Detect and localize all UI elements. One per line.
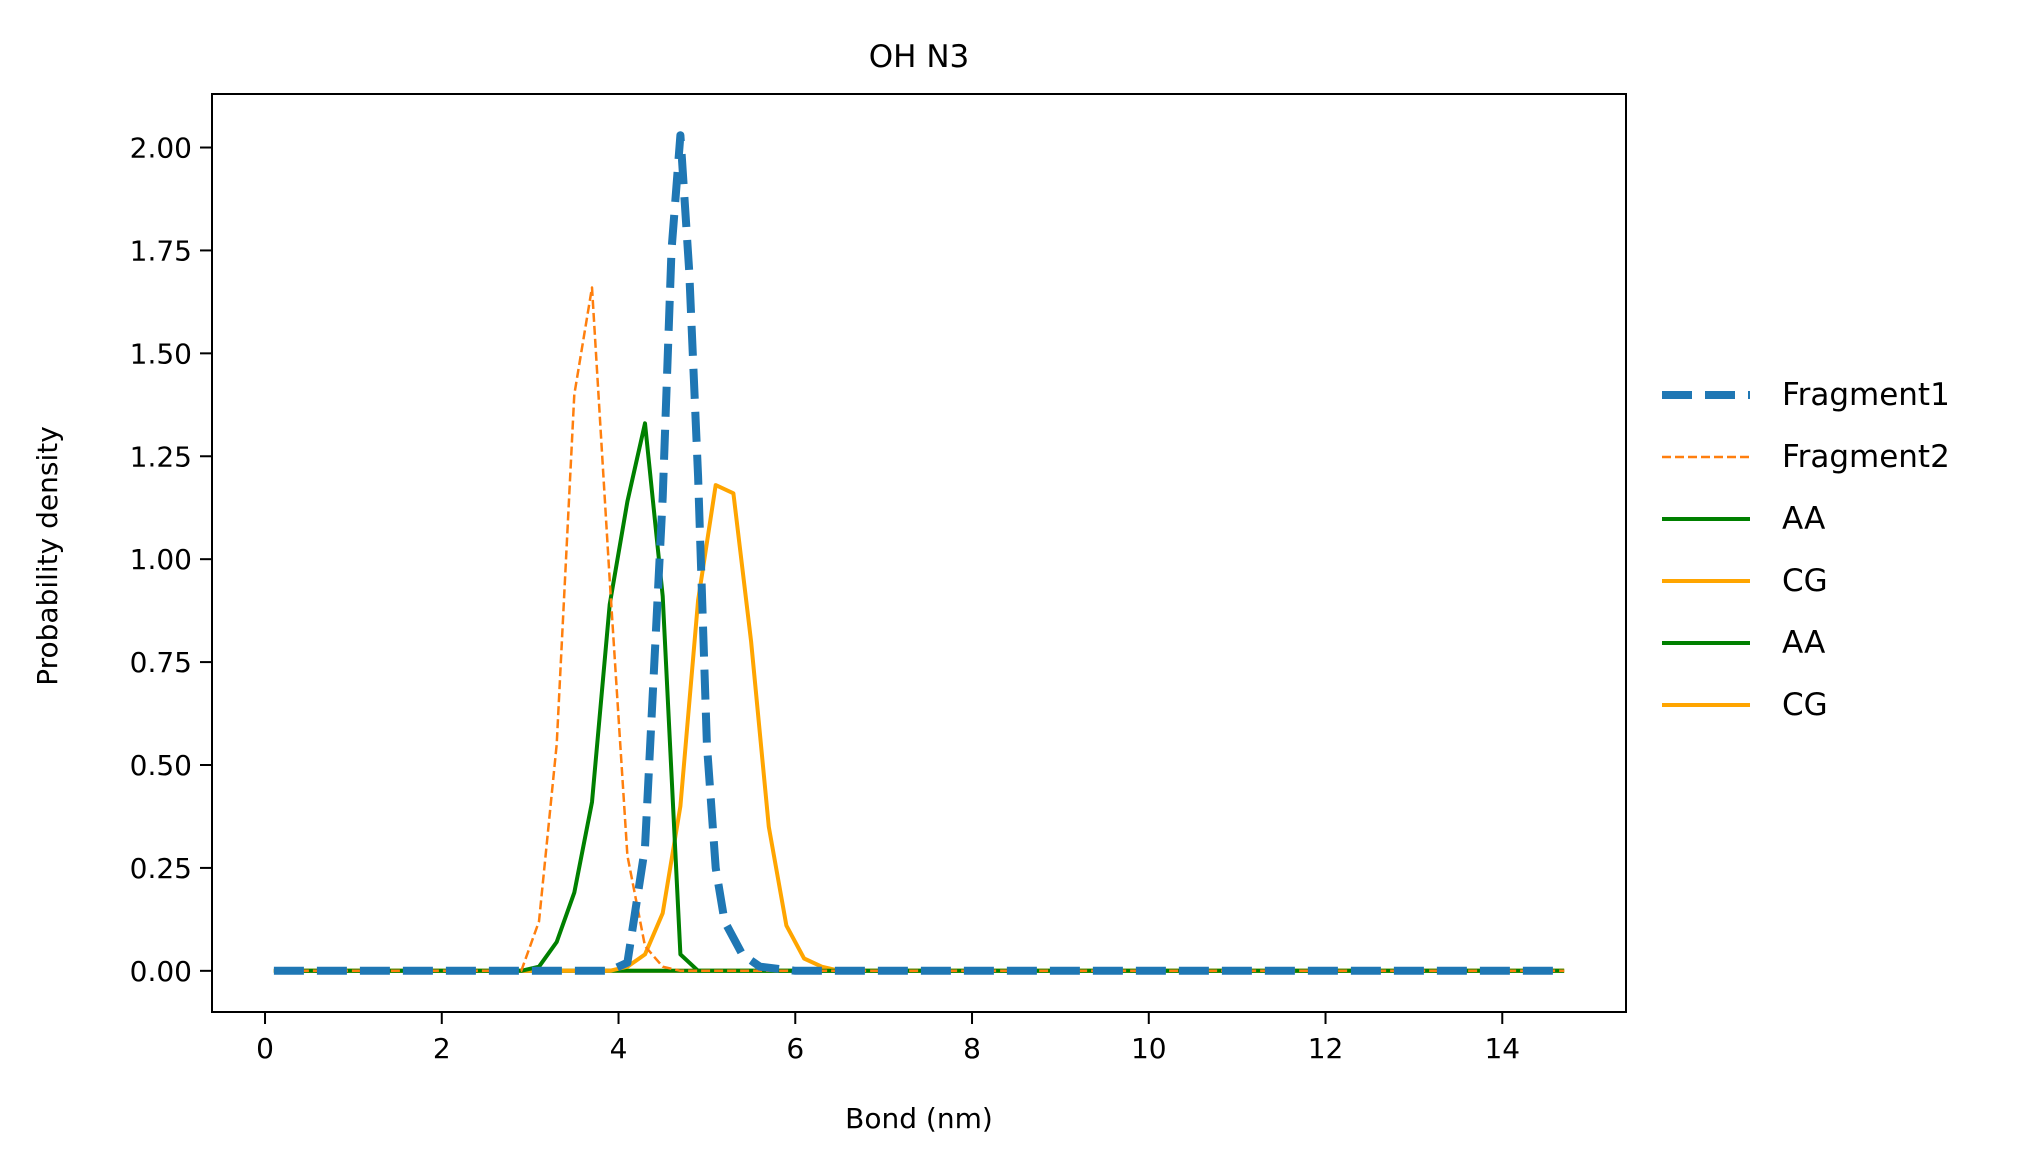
x-tick-label: 12 (1308, 1032, 1344, 1065)
y-tick-label: 1.75 (130, 234, 192, 267)
series-line-2 (273, 286, 1565, 973)
plot-frame (211, 93, 1627, 1013)
y-tick-label: 2.00 (130, 132, 192, 165)
plot-area (273, 131, 1565, 975)
legend-label-5: AA (1782, 625, 1825, 661)
x-tick-label: 2 (433, 1032, 451, 1065)
y-axis: 0.00 0.25 0.50 0.75 1.00 1.25 1.50 1.75 2.00 (130, 132, 212, 988)
y-tick-label: 1.50 (130, 337, 192, 370)
y-tick-label: 1.25 (130, 440, 192, 473)
y-tick-label: 0.25 (130, 852, 192, 885)
y-tick-label: 0.00 (130, 955, 192, 988)
x-tick-label: 8 (963, 1032, 981, 1065)
y-tick-label: 0.50 (130, 749, 192, 782)
legend-label-6: CG (1782, 687, 1828, 723)
legend-label-2: Fragment2 (1782, 439, 1950, 475)
series-line-4 (273, 483, 1565, 973)
legend-label-1: Fragment1 (1782, 377, 1950, 413)
x-tick-label: 14 (1484, 1032, 1520, 1065)
series-line-1 (273, 131, 1565, 975)
series-line-3 (273, 421, 1565, 973)
legend-label-3: AA (1782, 501, 1825, 537)
y-tick-label: 0.75 (130, 646, 192, 679)
x-axis-label: Bond (nm) (845, 1102, 993, 1135)
y-tick-label: 1.00 (130, 543, 192, 576)
y-axis-label: Probability density (31, 426, 64, 686)
legend-label-4: CG (1782, 563, 1828, 599)
x-tick-label: 10 (1131, 1032, 1167, 1065)
legend: Fragment1 Fragment2 AA CG AA CG (1662, 377, 1950, 723)
x-tick-label: 4 (610, 1032, 628, 1065)
x-axis: 0 2 4 6 8 10 12 14 (256, 1012, 1520, 1065)
chart-title: OH N3 (869, 39, 969, 75)
x-tick-label: 0 (256, 1032, 274, 1065)
x-tick-label: 6 (786, 1032, 804, 1065)
